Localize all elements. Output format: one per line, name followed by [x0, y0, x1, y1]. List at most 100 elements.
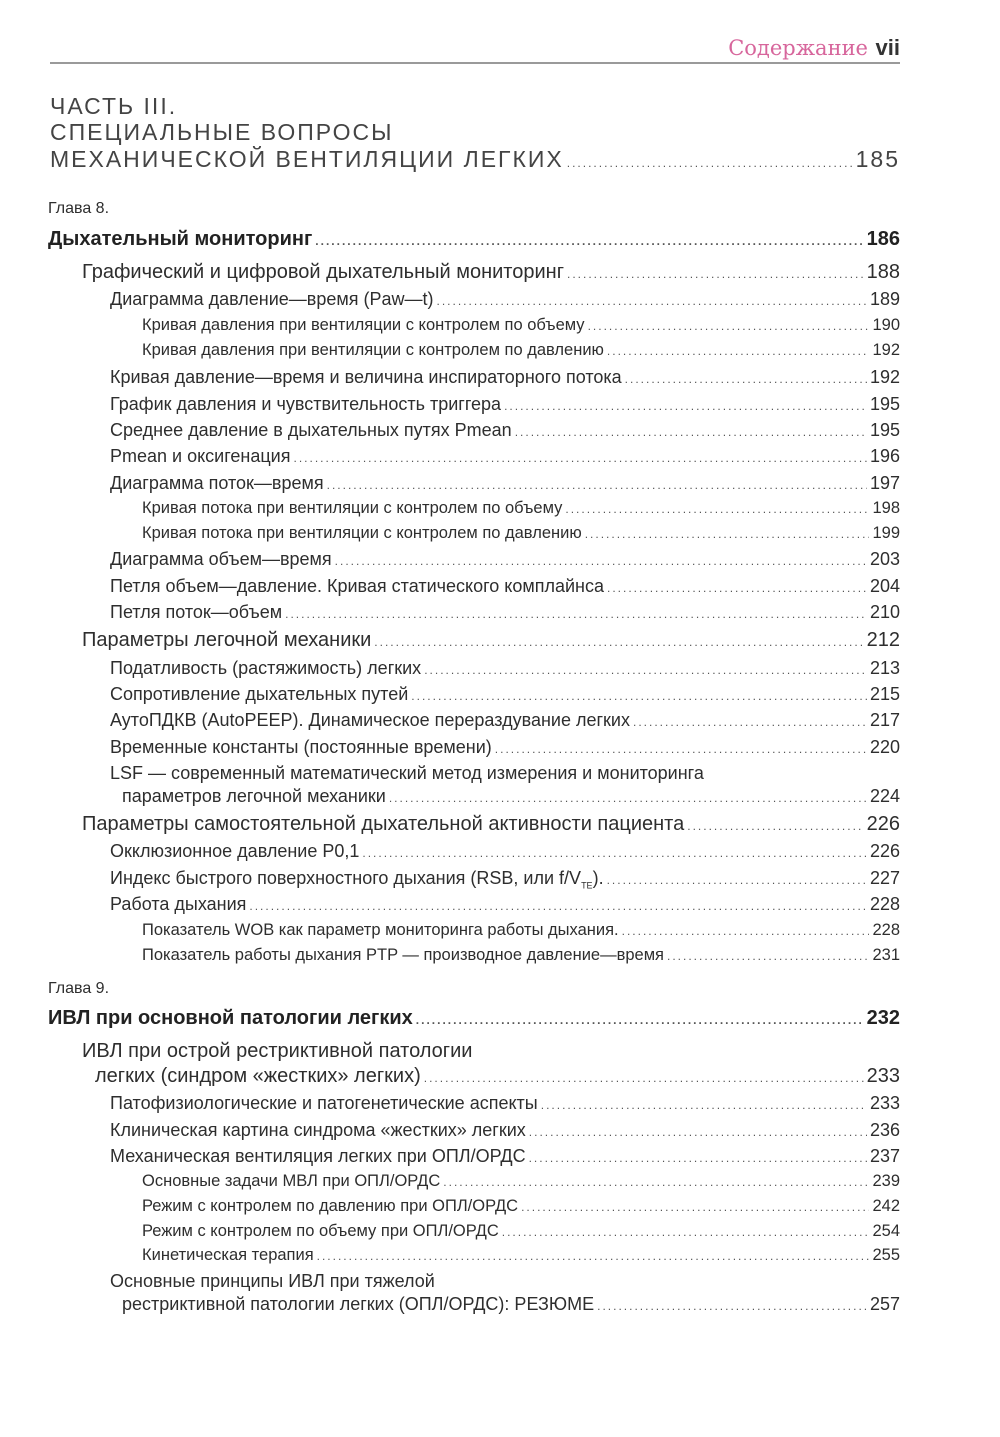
dot-leader: [317, 1246, 870, 1265]
toc-entry-l1: Графический и цифровой дыхательный монит…: [82, 261, 900, 284]
toc-entry-l3: Режим с контролем по объему при ОПЛ/ОРДС…: [142, 1222, 900, 1241]
entry-title: Кривая давление—время и величина инспира…: [110, 367, 622, 387]
entry-page: 257: [869, 1294, 900, 1314]
header-rule: [50, 62, 900, 64]
dot-leader: [416, 1007, 864, 1030]
chapter-title: Дыхательный мониторинг 186: [48, 228, 900, 251]
toc-entry-l2: Податливость (растяжимость) легких 213: [110, 658, 900, 679]
entry-title: ИВЛ при основной патологии легких: [48, 1007, 413, 1029]
entry-title: Патофизиологические и патогенетические а…: [110, 1093, 538, 1113]
entry-title: Параметры самостоятельной дыхательной ак…: [82, 813, 685, 835]
entry-title: Сопротивление дыхательных путей: [110, 684, 409, 704]
dot-leader: [585, 524, 870, 543]
toc-entry-l1: Параметры легочной механики 212: [82, 629, 900, 652]
entry-title: LSF — современный математический метод и…: [110, 763, 704, 783]
dot-leader: [327, 473, 867, 494]
entry-title: Глава 8.: [48, 200, 110, 217]
entry-page: 255: [872, 1246, 900, 1264]
entry-title: Индекс быстрого поверхностного дыхания (…: [110, 868, 604, 891]
dot-leader: [249, 894, 867, 915]
entry-title: Основные принципы ИВЛ при тяжелой: [110, 1271, 435, 1291]
dot-leader: [565, 499, 869, 518]
entry-page: 199: [872, 524, 900, 542]
toc-entry-l2: АутоПДКВ (AutoPEEP). Динамическое перера…: [110, 710, 900, 731]
entry-title: Диаграмма объем—время: [110, 549, 332, 569]
toc-entry-l2: Кривая давление—время и величина инспира…: [110, 367, 900, 388]
dot-leader: [443, 1172, 869, 1191]
toc-entry-l1: Параметры самостоятельной дыхательной ак…: [82, 813, 900, 836]
entry-page: 197: [869, 473, 900, 493]
part-heading: МЕХАНИЧЕСКОЙ ВЕНТИЛЯЦИИ ЛЕГКИХ 185: [50, 146, 900, 173]
entry-title: Работа дыхания: [110, 894, 247, 914]
dot-leader: [362, 841, 867, 862]
entry-title: Показатель работы дыхания PTP — производ…: [142, 946, 664, 964]
entry-page: 192: [872, 341, 900, 359]
entry-page: 190: [872, 316, 900, 334]
toc-entry-l2: Петля объем—давление. Кривая статическог…: [110, 576, 900, 597]
entry-title: Кривая потока при вентиляции с контролем…: [142, 499, 563, 517]
toc-entry-l2: Диаграмма давление—время (Paw—t) 189: [110, 289, 900, 310]
dot-leader: [389, 786, 867, 807]
toc-entry-l3: Кривая потока при вентиляции с контролем…: [142, 499, 900, 518]
dot-leader: [529, 1120, 867, 1141]
entry-title: Pmean и оксигенация: [110, 446, 291, 466]
dot-leader: [335, 549, 867, 570]
entry-page: 228: [869, 894, 900, 914]
entry-page: 254: [872, 1222, 900, 1240]
entry-title: Петля объем—давление. Кривая статическог…: [110, 576, 605, 596]
dot-leader: [567, 146, 853, 173]
entry-title: Кривая давления при вентиляции с контрол…: [142, 316, 585, 334]
entry-page: 198: [872, 499, 900, 517]
dot-leader: [597, 1294, 867, 1315]
entry-page: 228: [872, 921, 900, 939]
entry-page: 237: [869, 1146, 900, 1166]
entry-page: 213: [869, 658, 900, 678]
entry-title: ИВЛ при острой рестриктивной патологии: [82, 1040, 473, 1062]
entry-page: 189: [869, 289, 900, 309]
toc-entry-l2: Временные константы (постоянные времени)…: [110, 737, 900, 758]
entry-title: Петля поток—объем: [110, 602, 283, 622]
entry-page: 226: [866, 813, 900, 835]
dot-leader: [374, 629, 863, 652]
entry-page: 239: [872, 1172, 900, 1190]
entry-title: параметров легочной механики: [122, 786, 386, 806]
entry-page: 232: [866, 1007, 900, 1029]
dot-leader: [687, 813, 863, 836]
dot-leader: [667, 946, 869, 965]
entry-page: 188: [866, 261, 900, 283]
chapter-label: Глава 8.: [48, 200, 109, 218]
entry-title: Основные задачи МВЛ при ОПЛ/ОРДС: [142, 1172, 441, 1190]
running-header-title: Содержание: [728, 36, 868, 60]
toc-entry-l2: Работа дыхания 228: [110, 894, 900, 915]
chapter-label: Глава 9.: [48, 980, 109, 998]
entry-page: 195: [869, 394, 900, 414]
entry-page: 210: [869, 602, 900, 622]
toc-entry-l2: Pmean и оксигенация 196: [110, 446, 900, 467]
toc-entry-l2: Механическая вентиляция легких при ОПЛ/О…: [110, 1146, 900, 1167]
subscript: TE: [581, 880, 593, 891]
entry-title: Клиническая картина синдрома «жестких» л…: [110, 1120, 526, 1140]
entry-page: 195: [869, 420, 900, 440]
entry-page: 203: [869, 549, 900, 569]
dot-leader: [502, 1222, 870, 1241]
dot-leader: [285, 602, 867, 623]
entry-title: рестриктивной патологии легких (ОПЛ/ОРДС…: [122, 1294, 595, 1314]
entry-page: 227: [869, 868, 900, 888]
entry-page: 204: [869, 576, 900, 596]
entry-page: 226: [869, 841, 900, 861]
dot-leader: [521, 1197, 869, 1216]
entry-page: 236: [869, 1120, 900, 1140]
dot-leader: [622, 921, 870, 940]
dot-leader: [588, 316, 870, 335]
entry-page: 224: [869, 786, 900, 806]
dot-leader: [529, 1146, 867, 1167]
dot-leader: [424, 658, 867, 679]
entry-title: Среднее давление в дыхательных путях Pme…: [110, 420, 512, 440]
entry-title: Механическая вентиляция легких при ОПЛ/О…: [110, 1146, 526, 1166]
toc-entry-l2: Индекс быстрого поверхностного дыхания (…: [110, 868, 900, 891]
entry-title: Дыхательный мониторинг: [48, 228, 313, 250]
part-heading: СПЕЦИАЛЬНЫЕ ВОПРОСЫ: [50, 119, 393, 146]
entry-title: Кривая потока при вентиляции с контролем…: [142, 524, 582, 542]
entry-title: Диаграмма поток—время: [110, 473, 324, 493]
entry-title: Диаграмма давление—время (Paw—t): [110, 289, 434, 309]
